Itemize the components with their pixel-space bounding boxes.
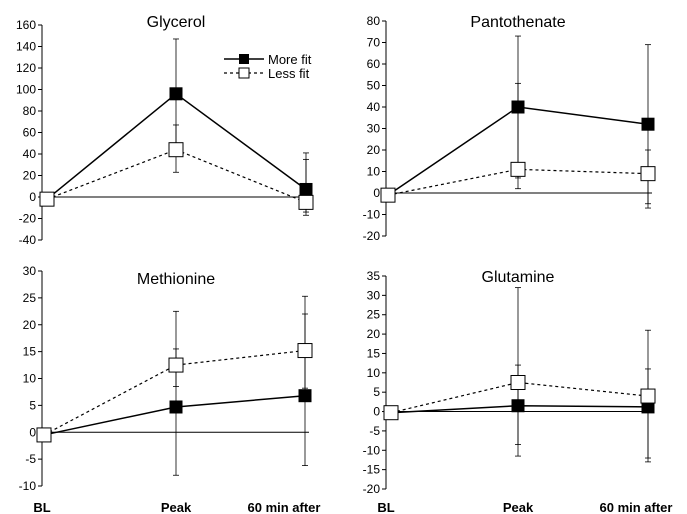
glutamine-y-tick-label: -5: [369, 424, 380, 438]
methionine-panel: Methionine -10 -5 0 5 10 15 20 25 30: [19, 264, 313, 493]
glycerol-y-tick-label: 120: [16, 61, 36, 75]
glycerol-y-tick-label: 80: [23, 104, 37, 118]
glutamine-y-tick-label: -20: [363, 482, 381, 496]
methionine-more-fit-point: [169, 400, 183, 414]
methionine-y-tick-label: 0: [29, 425, 36, 439]
x-label-bl-left: BL: [33, 500, 50, 514]
pantothenate-more-fit-point: [641, 117, 655, 131]
glutamine-more-fit-point: [511, 399, 525, 413]
glycerol-y-tick-label: 60: [23, 126, 37, 140]
glutamine-y-tick-label: 0: [373, 405, 380, 419]
glutamine-y-tick-label: 25: [367, 308, 381, 322]
pantothenate-y-tick-label: 40: [367, 100, 381, 114]
legend-more-fit-label: More fit: [268, 52, 312, 67]
glycerol-y-tick-label: -40: [19, 233, 37, 247]
methionine-y-tick-label: 20: [23, 318, 37, 332]
x-label-60min-left: 60 min after: [248, 500, 321, 514]
glycerol-y-tick-label: 40: [23, 147, 37, 161]
glycerol-y-tick-label: 160: [16, 18, 36, 32]
glutamine-less-fit-point: [383, 405, 399, 421]
pantothenate-y-tick-label: 0: [373, 186, 380, 200]
glutamine-y-tick-label: 35: [367, 269, 381, 283]
glutamine-y-tick-label: 5: [373, 385, 380, 399]
glutamine-less-fit-line: [390, 381, 649, 414]
glycerol-more-fit-point: [169, 87, 183, 101]
pantothenate-title: Pantothenate: [470, 14, 565, 31]
glycerol-y-tick-label: 20: [23, 169, 37, 183]
x-axis-labels-right: BL Peak 60 min after: [377, 500, 672, 514]
x-label-60min-right: 60 min after: [600, 500, 673, 514]
methionine-less-fit-point: [297, 343, 313, 359]
methionine-y-tick-label: -5: [25, 452, 36, 466]
glutamine-y-tick-label: -10: [363, 443, 381, 457]
pantothenate-y-tick-label: 80: [367, 14, 381, 28]
pantothenate-y-tick-label: -10: [363, 208, 381, 222]
glutamine-y-tick-label: 10: [367, 366, 381, 380]
glycerol-panel: Glycerol -40 -20 0 20 40 60 80 100 120 140 160: [16, 14, 314, 247]
glycerol-less-fit-point: [39, 191, 55, 207]
methionine-more-fit-point: [298, 389, 312, 403]
glycerol-y-tick-label: 0: [29, 190, 36, 204]
glutamine-y-tick-label: 20: [367, 327, 381, 341]
pantothenate-y-tick-label: 10: [367, 165, 381, 179]
glycerol-title: Glycerol: [147, 14, 206, 31]
legend: More fit Less fit: [224, 52, 312, 81]
pantothenate-y-tick-label: -20: [363, 229, 381, 243]
methionine-y-tick-label: 30: [23, 264, 37, 278]
glutamine-title: Glutamine: [482, 269, 555, 286]
methionine-less-fit-point: [168, 357, 184, 373]
methionine-y-tick-label: 25: [23, 291, 37, 305]
pantothenate-y-tick-label: 20: [367, 143, 381, 157]
glycerol-less-fit-point: [298, 194, 314, 210]
pantothenate-panel: Pantothenate -20 -10 0 10 20 30 40 50 60 70 80: [363, 14, 656, 243]
methionine-y-tick-label: 15: [23, 345, 37, 359]
glycerol-less-fit-line: [46, 149, 307, 203]
pantothenate-less-fit-point: [510, 161, 526, 177]
pantothenate-y-tick-label: 50: [367, 79, 381, 93]
pantothenate-less-fit-point: [380, 187, 396, 203]
glutamine-y-tick-label: 15: [367, 346, 381, 360]
x-label-bl-right: BL: [377, 500, 394, 514]
methionine-y-tick-label: 10: [23, 372, 37, 386]
pantothenate-less-fit-point: [640, 166, 656, 182]
pantothenate-y-tick-label: 70: [367, 36, 381, 50]
glutamine-y-tick-label: 30: [367, 288, 381, 302]
glycerol-y-tick-label: 140: [16, 40, 36, 54]
pantothenate-y-tick-label: 60: [367, 57, 381, 71]
glycerol-more-fit-point: [299, 182, 313, 196]
pantothenate-y-tick-label: 30: [367, 122, 381, 136]
methionine-y-tick-label: 5: [29, 398, 36, 412]
x-label-peak-left: Peak: [161, 500, 192, 514]
x-axis-labels-left: BL Peak 60 min after: [33, 500, 320, 514]
glycerol-y-tick-label: -20: [19, 212, 37, 226]
methionine-title: Methionine: [137, 271, 215, 288]
methionine-less-fit-line: [43, 349, 306, 436]
glutamine-y-tick-label: -15: [363, 463, 381, 477]
legend-less-fit-marker: [238, 67, 250, 79]
glutamine-less-fit-point: [510, 375, 526, 390]
x-label-peak-right: Peak: [503, 500, 534, 514]
legend-more-fit-marker: [239, 54, 249, 64]
methionine-less-fit-point: [36, 427, 52, 443]
methionine-y-tick-label: -10: [19, 479, 37, 493]
glutamine-panel: Glutamine -20 -15 -10 -5 0 5 10 15 20 25 30 35: [363, 269, 656, 496]
legend-less-fit-label: Less fit: [268, 66, 310, 81]
glycerol-less-fit-point: [168, 142, 184, 158]
glycerol-y-tick-label: 100: [16, 83, 36, 97]
pantothenate-more-fit-point: [511, 100, 525, 114]
glutamine-less-fit-point: [640, 388, 656, 404]
